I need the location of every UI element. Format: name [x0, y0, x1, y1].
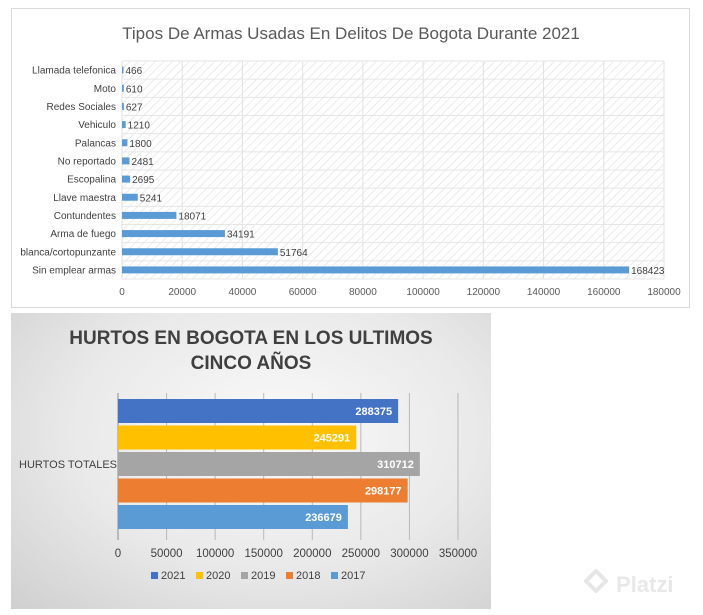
bar: [122, 211, 177, 219]
thefts-chart-panel: HURTOS EN BOGOTA EN LOS ULTIMOS CINCO AÑO…: [11, 313, 491, 609]
x-tick-label: 40000: [229, 287, 257, 298]
legend-label-2018: 2018: [296, 570, 320, 582]
legend-swatch-2020: [196, 572, 203, 579]
bar-2018: [118, 478, 408, 503]
x-tick-label: 60000: [289, 287, 317, 298]
x-tick-label: 0: [119, 287, 125, 298]
data-label: 288375: [355, 406, 392, 418]
x-tick-label: 100000: [406, 287, 440, 298]
data-label: 236679: [305, 512, 342, 524]
bar: [122, 84, 124, 92]
bar: [122, 266, 630, 274]
watermark-text: Platzi: [616, 572, 673, 597]
x-tick-label: 50000: [151, 548, 183, 560]
chart-title-line: HURTOS EN BOGOTA EN LOS ULTIMOS: [69, 328, 432, 349]
chart-title-line: CINCO AÑOS: [191, 352, 312, 374]
bar-2017: [118, 505, 348, 529]
data-label: 2481: [131, 157, 154, 168]
category-label: HURTOS TOTALES: [19, 459, 117, 471]
x-tick-label: 160000: [587, 287, 621, 298]
data-label: 245291: [314, 433, 351, 445]
category-label: Moto: [94, 84, 117, 95]
data-label: 18071: [178, 211, 206, 222]
x-tick-label: 180000: [647, 287, 681, 298]
bar-2019: [118, 452, 420, 476]
bar: [122, 175, 131, 183]
x-tick-label: 20000: [168, 287, 196, 298]
chart-title: Tipos De Armas Usadas En Delitos De Bogo…: [122, 24, 580, 43]
category-label: No reportado: [58, 156, 117, 167]
bar: [122, 139, 128, 147]
data-label: 466: [126, 66, 143, 77]
data-label: 51764: [280, 248, 308, 259]
bar: [122, 248, 278, 256]
category-label: Contundentes: [54, 211, 116, 222]
data-label: 1800: [129, 139, 152, 150]
category-label: Palancas: [75, 138, 116, 149]
legend-swatch-2021: [151, 572, 158, 579]
category-label: Escopalina: [67, 175, 116, 186]
bar: [122, 193, 138, 201]
data-label: 168423: [631, 266, 665, 277]
data-label: 610: [126, 84, 143, 95]
x-tick-label: 200000: [293, 548, 331, 560]
bar: [122, 230, 225, 238]
bar: [122, 121, 126, 129]
thefts-chart: HURTOS EN BOGOTA EN LOS ULTIMOS CINCO AÑO…: [19, 328, 477, 582]
legend-label-2021: 2021: [161, 570, 185, 582]
data-label: 310712: [377, 459, 414, 471]
legend-label-2020: 2020: [206, 570, 230, 582]
weapons-chart: Tipos De Armas Usadas En Delitos De Bogo…: [20, 24, 681, 298]
data-label: 1210: [128, 121, 151, 132]
category-label: Sin emplear armas: [32, 265, 116, 276]
legend-swatch-2017: [331, 572, 338, 579]
bar-2020: [118, 425, 357, 450]
legend-label-2017: 2017: [341, 570, 365, 582]
x-tick-label: 250000: [342, 548, 380, 560]
x-tick-label: 350000: [439, 548, 477, 560]
x-tick-label: 140000: [527, 287, 561, 298]
category-label: Vehiculo: [78, 120, 116, 131]
category-label: Arma de fuego: [50, 229, 116, 240]
platzi-watermark: Platzi: [582, 565, 692, 605]
weapons-chart-panel: Tipos De Armas Usadas En Delitos De Bogo…: [11, 8, 690, 308]
category-label: Redes Sociales: [47, 102, 116, 113]
data-label: 298177: [365, 486, 402, 498]
category-label: blanca/cortopunzante: [20, 247, 116, 258]
bar: [122, 102, 124, 110]
legend-swatch-2019: [241, 572, 248, 579]
data-label: 34191: [227, 230, 255, 241]
data-label: 2695: [132, 175, 155, 186]
category-label: Llave maestra: [53, 193, 116, 204]
bar: [122, 66, 124, 74]
bar: [122, 157, 130, 165]
data-label: 627: [126, 102, 143, 113]
legend-label-2019: 2019: [251, 570, 275, 582]
x-tick-label: 100000: [196, 548, 234, 560]
x-tick-label: 120000: [467, 287, 501, 298]
platzi-logo-icon: Platzi: [584, 569, 673, 597]
bar-2021: [118, 399, 399, 423]
x-tick-label: 80000: [349, 287, 377, 298]
legend-swatch-2018: [286, 572, 293, 579]
x-tick-label: 0: [115, 548, 121, 560]
x-tick-label: 300000: [390, 548, 428, 560]
data-label: 5241: [140, 193, 163, 204]
category-label: Llamada telefonica: [32, 66, 116, 77]
x-tick-label: 150000: [245, 548, 283, 560]
